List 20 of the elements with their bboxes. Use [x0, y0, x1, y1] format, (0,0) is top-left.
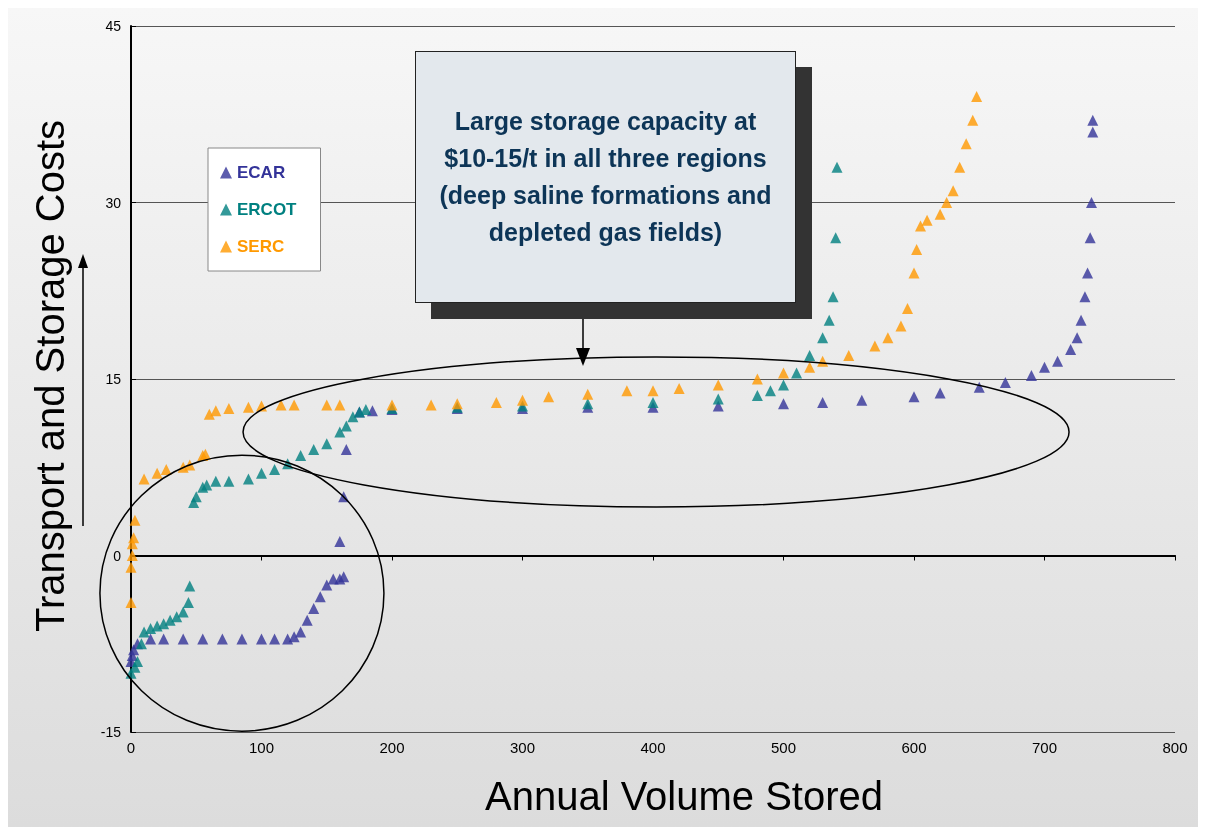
- y-tick-label: 45: [105, 18, 122, 34]
- x-tick-label: 500: [770, 739, 797, 756]
- x-tick-label: 100: [248, 739, 275, 756]
- x-tick-label: 800: [1162, 739, 1188, 756]
- x-tick-label: 700: [1031, 739, 1058, 756]
- legend-label: SERC: [237, 237, 285, 256]
- legend-label: ECAR: [237, 163, 286, 182]
- y-tick-label: -15: [100, 724, 122, 740]
- x-tick-label: 0: [126, 739, 136, 756]
- x-tick-label: 600: [901, 739, 927, 756]
- y-axis-title: Transport and Storage Costs: [28, 119, 72, 633]
- y-tick-label: 30: [105, 194, 122, 211]
- legend-label: ERCOT: [237, 200, 298, 219]
- y-tick-label: 15: [105, 371, 122, 387]
- x-tick-label: 400: [640, 739, 666, 756]
- annotation: Large storage capacity at $10-15/t in all three regions (deep saline formations and depleted gas fields): [438, 106, 773, 248]
- x-axis-title: Annual Volume Stored: [484, 774, 884, 818]
- x-tick-label: 300: [509, 739, 536, 756]
- y-tick-label: 0: [113, 547, 122, 564]
- x-tick-label: 200: [379, 739, 405, 756]
